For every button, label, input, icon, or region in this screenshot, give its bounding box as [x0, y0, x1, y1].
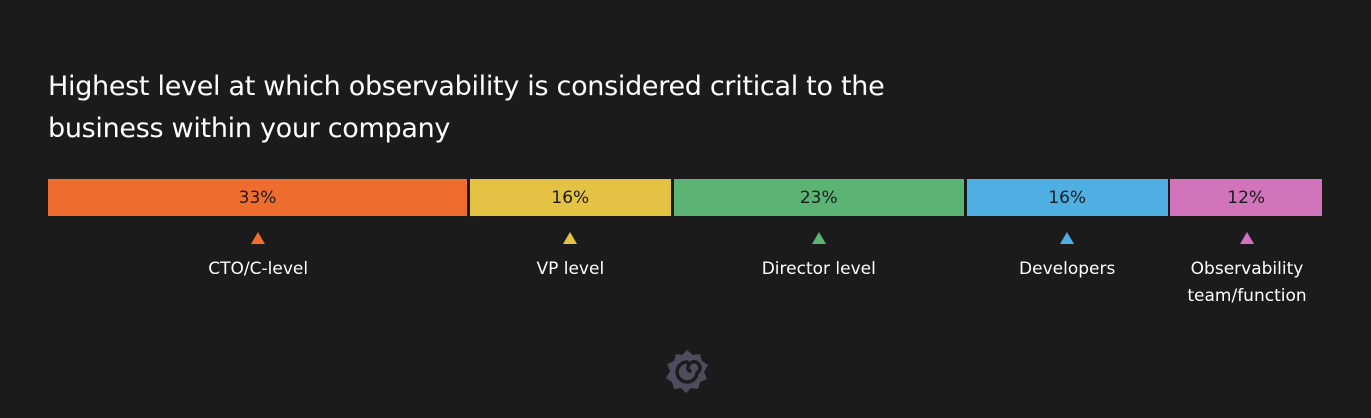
legend-item: Observability team/function: [1147, 232, 1347, 310]
category-label: Director level: [761, 259, 876, 279]
triangle-marker-icon: [811, 232, 826, 244]
bar-segment: 16%: [469, 179, 671, 216]
triangle-marker-icon: [1060, 232, 1075, 244]
triangle-marker-icon: [251, 232, 266, 244]
chart-title: Highest level at which observability is …: [48, 71, 885, 144]
data-label: 16%: [551, 187, 590, 208]
category-label: CTO/C-level: [208, 259, 309, 279]
triangle-marker-icon: [563, 232, 578, 244]
bar-segment: 16%: [966, 179, 1168, 216]
legend-item: VP level: [470, 232, 670, 283]
legend-item: Developers: [967, 232, 1167, 283]
triangle-marker-icon: [1240, 232, 1254, 244]
data-label: 16%: [1048, 187, 1087, 208]
category-label: Observability team/function: [1187, 259, 1307, 306]
category-label: Developers: [1019, 259, 1116, 279]
data-label: 33%: [238, 187, 277, 208]
legend-item: Director level: [719, 232, 919, 283]
bar-segment: 12%: [1170, 179, 1322, 216]
bar-segment: 33%: [48, 179, 468, 216]
grafana-logo-icon: [662, 346, 712, 400]
stacked-bar: 33% 16% 23% 16% 12%: [48, 179, 1322, 216]
bar-segment: 23%: [673, 179, 965, 216]
legend-item: CTO/C-level: [158, 232, 358, 283]
data-label: 23%: [799, 187, 838, 208]
category-label: VP level: [536, 259, 605, 279]
data-label: 12%: [1227, 187, 1266, 208]
